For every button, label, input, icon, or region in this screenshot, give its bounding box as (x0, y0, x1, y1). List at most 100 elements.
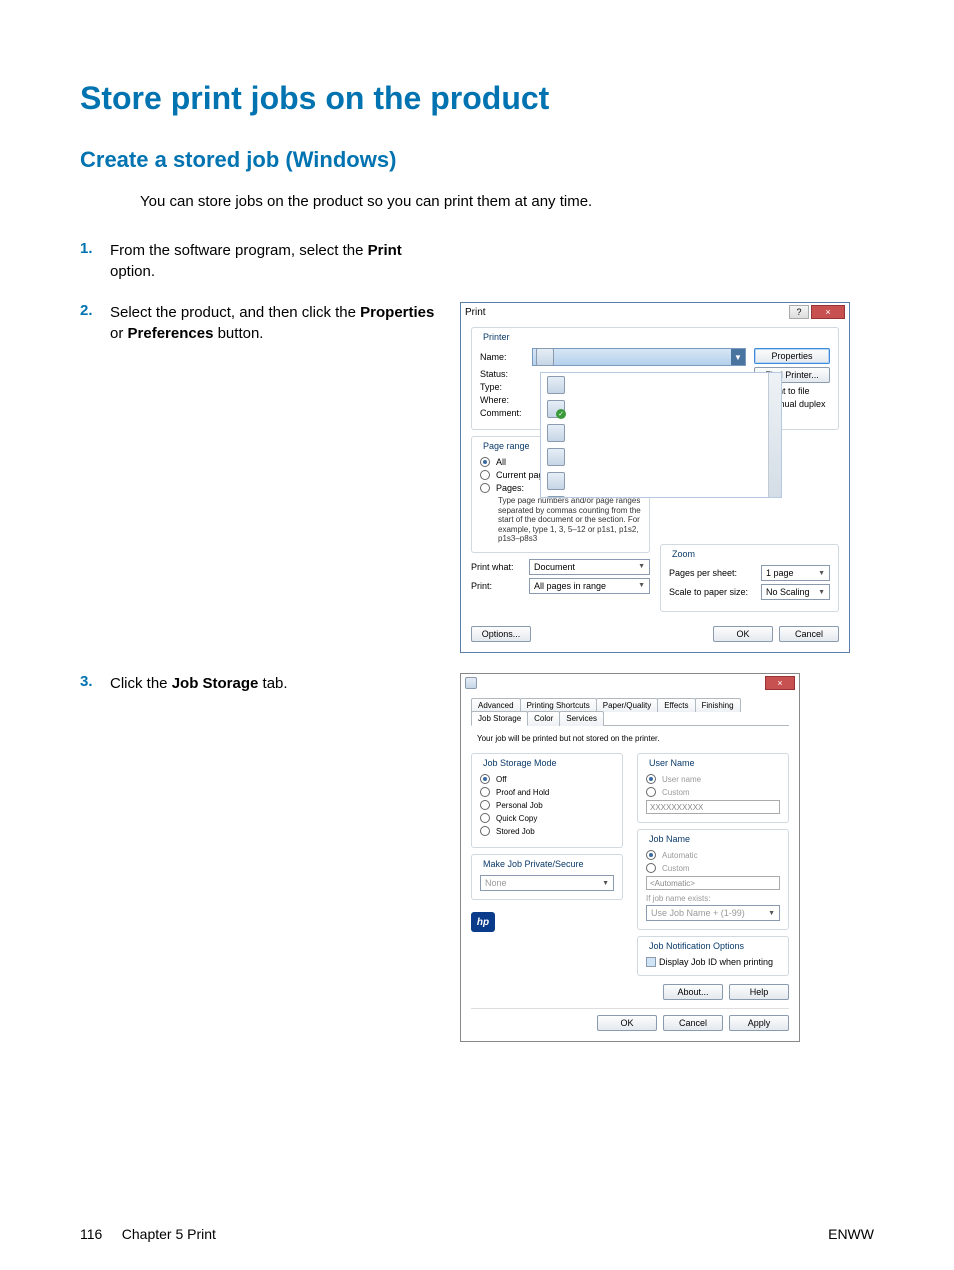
tab-advanced[interactable]: Advanced (471, 698, 521, 712)
mode-label: Off (496, 775, 507, 784)
mode-label: Personal Job (496, 801, 543, 810)
pages-per-sheet-select[interactable]: 1 page▼ (761, 565, 830, 581)
custom-jobname-radio[interactable] (646, 863, 656, 873)
mode-label: Quick Copy (496, 814, 537, 823)
tab-printing-shortcuts[interactable]: Printing Shortcuts (520, 698, 597, 712)
dialog-titlebar: Print ? × (461, 303, 849, 321)
help-icon[interactable]: ? (789, 305, 809, 319)
printer-icon (536, 348, 554, 366)
printer-icon (547, 496, 565, 498)
help-button[interactable]: Help (729, 984, 789, 1000)
apply-button[interactable]: Apply (729, 1015, 789, 1031)
tab-effects[interactable]: Effects (657, 698, 695, 712)
close-icon[interactable]: × (811, 305, 845, 319)
chevron-down-icon: ▼ (638, 563, 645, 570)
print-label: Print: (471, 581, 523, 591)
custom-user-radio[interactable] (646, 787, 656, 797)
step-text: Click the Job Storage tab. (110, 673, 440, 1042)
all-radio[interactable] (480, 457, 490, 467)
display-jobid-checkbox[interactable]: Display Job ID when printing (646, 957, 780, 967)
cancel-button[interactable]: Cancel (663, 1015, 723, 1031)
printer-icon (465, 677, 477, 689)
jobname-fieldset: Job Name Automatic Custom <Automatic> If… (637, 829, 789, 930)
page-number: 116 (80, 1226, 102, 1242)
tab-paper-quality[interactable]: Paper/Quality (596, 698, 658, 712)
scale-select[interactable]: No Scaling▼ (761, 584, 830, 600)
mode-radio-stored-job[interactable] (480, 826, 490, 836)
zoom-fieldset: Zoom Pages per sheet: 1 page▼ Scale to p… (660, 544, 839, 612)
chevron-down-icon: ▼ (768, 910, 775, 917)
user-fieldset: User Name User name Custom XXXXXXXXXX (637, 753, 789, 823)
printer-icon (547, 400, 565, 418)
step-num: 3. (80, 673, 110, 690)
lang-code: ENWW (828, 1226, 874, 1242)
step-num: 2. (80, 302, 110, 319)
printer-name-select[interactable]: ▼ (532, 348, 746, 366)
pps-label: Pages per sheet: (669, 568, 755, 578)
close-icon[interactable]: × (765, 676, 795, 690)
notify-legend: Job Notification Options (646, 941, 747, 951)
dialog-title: Print (465, 307, 486, 318)
intro-text: You can store jobs on the product so you… (140, 193, 874, 210)
comment-label: Comment: (480, 408, 526, 418)
exists-select[interactable]: Use Job Name + (1-99)▼ (646, 905, 780, 921)
tab-finishing[interactable]: Finishing (695, 698, 741, 712)
scale-label: Scale to paper size: (669, 587, 755, 597)
printer-dropdown-list[interactable] (540, 372, 782, 498)
jobname-field[interactable]: <Automatic> (646, 876, 780, 890)
printer-icon (547, 472, 565, 490)
tab-color[interactable]: Color (527, 711, 560, 726)
tab-services[interactable]: Services (559, 711, 604, 726)
username-field[interactable]: XXXXXXXXXX (646, 800, 780, 814)
section-title: Create a stored job (Windows) (80, 147, 874, 173)
pages-radio[interactable] (480, 483, 490, 493)
type-label: Type: (480, 382, 526, 392)
username-radio[interactable] (646, 774, 656, 784)
step-2: 2. Select the product, and then click th… (80, 302, 874, 653)
chevron-down-icon: ▼ (638, 582, 645, 589)
chapter-label: Chapter 5 Print (122, 1226, 216, 1242)
page-footer: 116 Chapter 5 Print ENWW (80, 1226, 874, 1242)
properties-button[interactable]: Properties (754, 348, 830, 364)
options-button[interactable]: Options... (471, 626, 531, 642)
step-1: 1. From the software program, select the… (80, 240, 874, 282)
step-3: 3. Click the Job Storage tab. × Advanced… (80, 673, 874, 1042)
chevron-down-icon: ▼ (818, 589, 825, 596)
page-range-hint: Type page numbers and/or page ranges sep… (498, 496, 641, 544)
mode-radio-quick-copy[interactable] (480, 813, 490, 823)
tab-job-storage[interactable]: Job Storage (471, 711, 528, 726)
mode-label: Proof and Hold (496, 788, 549, 797)
cancel-button[interactable]: Cancel (779, 626, 839, 642)
mode-fieldset: Job Storage Mode Off Proof and Hold Person… (471, 753, 623, 848)
step-text: From the software program, select the Pr… (110, 240, 440, 282)
print-what-select[interactable]: Document▼ (529, 559, 650, 575)
ok-button[interactable]: OK (713, 626, 773, 642)
printer-icon (547, 424, 565, 442)
steps-list: 1. From the software program, select the… (80, 240, 874, 1042)
status-line: Your job will be printed but not stored … (477, 734, 789, 743)
printer-legend: Printer (480, 332, 513, 342)
jobname-legend: Job Name (646, 834, 693, 844)
status-label: Status: (480, 369, 526, 379)
job-storage-dialog: × AdvancedPrinting ShortcutsPaper/Qualit… (460, 673, 800, 1042)
exists-label: If job name exists: (646, 894, 780, 903)
about-button[interactable]: About... (663, 984, 723, 1000)
print-range-select[interactable]: All pages in range▼ (529, 578, 650, 594)
chevron-down-icon[interactable]: ▼ (731, 349, 745, 365)
ok-button[interactable]: OK (597, 1015, 657, 1031)
mode-radio-proof-and-hold[interactable] (480, 787, 490, 797)
user-legend: User Name (646, 758, 698, 768)
mode-label: Stored Job (496, 827, 535, 836)
mode-radio-off[interactable] (480, 774, 490, 784)
mode-legend: Job Storage Mode (480, 758, 560, 768)
current-radio[interactable] (480, 470, 490, 480)
private-select[interactable]: None▼ (480, 875, 614, 891)
chevron-down-icon: ▼ (602, 880, 609, 887)
private-legend: Make Job Private/Secure (480, 859, 587, 869)
tabs: AdvancedPrinting ShortcutsPaper/QualityE… (471, 698, 789, 726)
print-what-label: Print what: (471, 562, 523, 572)
mode-radio-personal-job[interactable] (480, 800, 490, 810)
auto-radio[interactable] (646, 850, 656, 860)
printer-fieldset: Printer Name: ▼ (471, 327, 839, 430)
page-range-legend: Page range (480, 441, 533, 451)
